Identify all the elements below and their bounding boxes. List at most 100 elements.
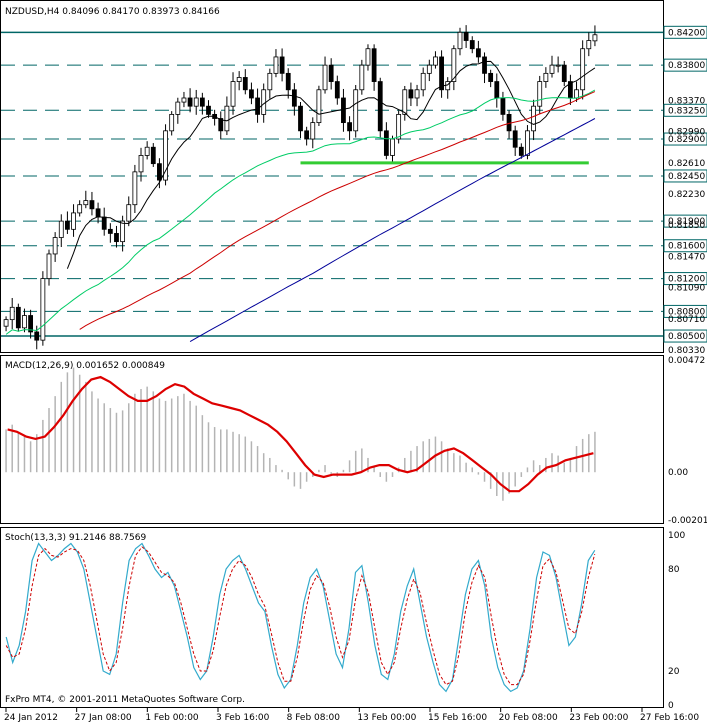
- candle-body: [77, 204, 83, 214]
- candle-body: [291, 89, 297, 107]
- candle-body: [267, 72, 273, 91]
- level-price-label: 0.84200: [668, 28, 705, 38]
- candle-body: [285, 72, 291, 91]
- moving-average-line: [66, 60, 596, 269]
- candle-body: [359, 64, 365, 91]
- level-price-tag: [663, 214, 707, 228]
- candle-body: [402, 89, 408, 115]
- candle-body: [255, 97, 260, 115]
- time-axis-label: 13 Feb 00:00: [357, 713, 416, 723]
- candle-body: [555, 64, 561, 67]
- candle-body: [475, 48, 481, 58]
- axis-labels: 0.84200 0.83800 0.83250 0.82900 0.82450 0.819…: [4, 25, 707, 723]
- candle-body: [561, 64, 567, 82]
- level-price-tag: [663, 239, 707, 253]
- price-axis-tick: 0.83370: [668, 96, 705, 106]
- macd-axis-tick: 0.00472: [668, 356, 705, 366]
- candle-body: [383, 130, 389, 156]
- candle-body: [144, 146, 150, 156]
- candle-body: [40, 278, 46, 341]
- candle-body: [390, 138, 395, 156]
- moving-average-line: [5, 89, 596, 335]
- candle-body: [46, 253, 52, 279]
- candle-body: [175, 101, 181, 115]
- level-price-label: 0.80800: [668, 307, 705, 317]
- candle-body: [163, 130, 168, 181]
- candle-body: [341, 97, 346, 124]
- stoch-axis-tick: 0: [668, 701, 674, 711]
- price-panel: [1, 25, 663, 350]
- candle-body: [512, 130, 518, 148]
- candle-body: [89, 200, 95, 210]
- candle-body: [34, 331, 40, 341]
- price-axis-tick: 0.80330: [668, 346, 705, 356]
- candle-body: [236, 77, 242, 82]
- price-axis-tick: 0.81090: [668, 284, 705, 294]
- macd-panel: [5, 367, 596, 501]
- candle-body: [531, 105, 536, 132]
- candle-body: [15, 306, 21, 329]
- time-axis-label: 8 Feb 08:00: [287, 713, 341, 723]
- level-price-label: 0.82900: [668, 135, 705, 145]
- candle-body: [580, 48, 586, 91]
- level-price-tag: [663, 304, 707, 318]
- candle-body: [334, 81, 340, 99]
- macd-signal-line: [7, 375, 594, 493]
- candle-body: [52, 237, 58, 255]
- stoch-main-line: [5, 542, 596, 693]
- candle-body: [242, 77, 248, 91]
- candle-body: [230, 81, 236, 107]
- stoch-axis-tick: 80: [668, 565, 680, 575]
- time-axis-label: 27 Feb 16:00: [640, 713, 699, 723]
- macd-axis-tick: -0.00201: [668, 516, 707, 526]
- candle-body: [488, 72, 494, 82]
- level-price-tag: [663, 103, 707, 117]
- candle-body: [138, 155, 144, 173]
- candle-body: [101, 216, 107, 230]
- candle-body: [451, 48, 457, 82]
- candle-body: [120, 220, 126, 243]
- candle-body: [224, 105, 230, 132]
- candle-body: [482, 56, 487, 74]
- moving-average-line: [79, 91, 596, 330]
- candle-body: [469, 40, 475, 50]
- candle-body: [439, 56, 444, 91]
- candle-body: [71, 212, 76, 230]
- candle-body: [328, 64, 334, 82]
- price-axis-tick: 0.81850: [668, 221, 705, 231]
- candle-body: [586, 40, 592, 50]
- candle-body: [58, 220, 64, 238]
- candle-body: [543, 72, 549, 82]
- candle-body: [549, 64, 555, 74]
- time-axis-label: 27 Jan 08:00: [75, 713, 132, 723]
- candle-body: [420, 72, 426, 91]
- candle-body: [414, 89, 420, 99]
- level-price-tag: [663, 169, 707, 183]
- stoch-axis-tick: 20: [668, 667, 680, 677]
- candle-body: [518, 146, 524, 156]
- price-axis-tick: 0.80710: [668, 315, 705, 325]
- candle-body: [371, 48, 377, 82]
- level-price-label: 0.81200: [668, 275, 705, 285]
- candle-body: [377, 81, 383, 132]
- time-axis-label: 24 Jan 2012: [4, 713, 58, 723]
- candle-body: [218, 118, 224, 132]
- stoch-panel-frame: [0, 527, 664, 708]
- candle-body: [347, 122, 352, 132]
- candle-body: [169, 114, 175, 132]
- price-panel-frame: [0, 0, 664, 353]
- stoch-axis-tick: 100: [668, 531, 685, 541]
- candle-body: [65, 220, 70, 230]
- price-axis-tick: 0.82610: [668, 159, 705, 169]
- candle-body: [353, 89, 359, 132]
- candle-body: [463, 31, 469, 41]
- candle-body: [316, 89, 322, 124]
- candle-body: [181, 97, 187, 103]
- candle-body: [408, 89, 414, 99]
- time-axis-label: 3 Feb 16:00: [216, 713, 270, 723]
- candle-body: [28, 315, 34, 333]
- candle-body: [494, 81, 500, 99]
- price-axis-tick: 0.81470: [668, 252, 705, 262]
- candle-body: [187, 97, 193, 107]
